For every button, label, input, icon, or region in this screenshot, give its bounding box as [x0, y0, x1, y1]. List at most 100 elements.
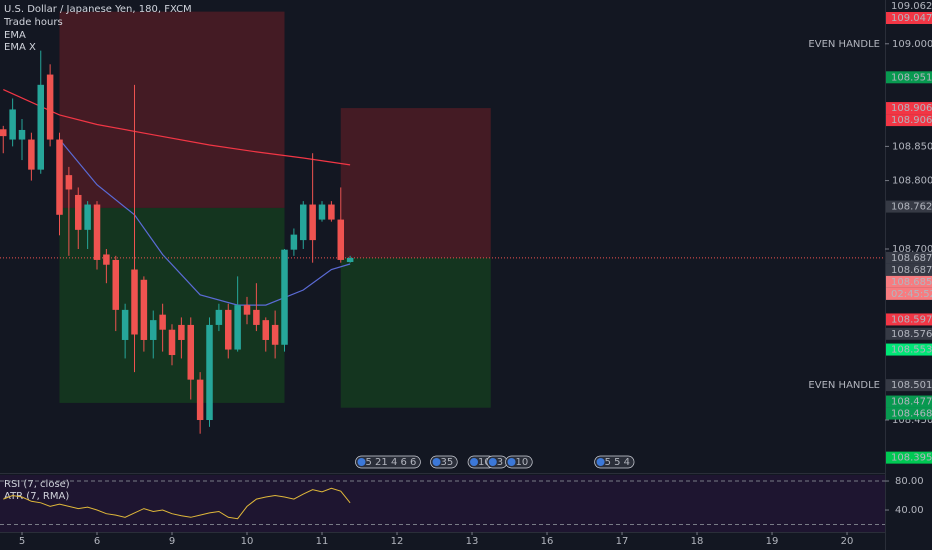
event-label: 35 [441, 457, 454, 468]
event-label: 5 21 4 6 6 [366, 457, 417, 468]
candle-body [0, 129, 7, 137]
candle-body [112, 259, 120, 310]
price-tag-label: 108.468 [891, 409, 932, 420]
candle-body [271, 324, 279, 345]
price-tag-label: 109.047 [891, 13, 932, 24]
candle-body [234, 305, 241, 350]
price-tag-label: 108.762 [891, 202, 932, 213]
legend-entry: EMA X [4, 42, 36, 53]
event-marker: 10 [505, 455, 533, 469]
price-tag-label: 108.576 [891, 329, 932, 340]
candle-body [290, 234, 298, 250]
candle-body [46, 74, 54, 140]
position-zone [59, 11, 285, 208]
candle-body [93, 204, 101, 260]
candle-body [206, 324, 213, 421]
price-tag-label: 108.501 [891, 380, 932, 391]
rsi-tick-label: 40.00 [895, 505, 924, 516]
price-tag-label: 108.687 [891, 265, 932, 276]
x-tick-label: 12 [391, 536, 404, 547]
y-tick-label: 109.000 [892, 39, 932, 50]
plot-layer [0, 11, 885, 434]
x-tick-label: 20 [841, 536, 854, 547]
candle-body [28, 139, 35, 170]
candle-body [84, 204, 91, 230]
candle-body [346, 257, 354, 262]
x-tick-label: 10 [241, 536, 254, 547]
price-tag-label: 108.395 [891, 453, 932, 464]
candle-body [328, 204, 335, 220]
price-tag [886, 263, 932, 276]
y-tick-label: 108.850 [892, 141, 932, 152]
price-tag [886, 379, 932, 392]
price-tag [886, 251, 932, 264]
event-badge [355, 455, 421, 469]
chart-title: U.S. Dollar / Japanese Yen, 180, FXCM [4, 4, 192, 15]
x-tick-label: 9 [169, 536, 175, 547]
price-tag-label: 108.553 [891, 345, 932, 356]
candle-body [168, 329, 176, 356]
y-tick-label: 108.800 [892, 176, 932, 187]
position-zone [340, 257, 491, 408]
event-label: 3 [497, 457, 503, 468]
candle-body [9, 109, 16, 140]
event-label: 5 5 4 [605, 457, 630, 468]
price-tag [886, 343, 932, 356]
annotation: EVEN HANDLE [808, 39, 880, 50]
event-marker: 3 [486, 455, 508, 469]
candle-body [65, 175, 73, 190]
price-tag [886, 275, 932, 288]
candle-body [262, 320, 270, 340]
countdown: 02:45:52 [891, 289, 932, 300]
x-tick-label: 13 [466, 536, 479, 547]
event-marker: 5 21 4 6 6 [355, 455, 421, 469]
price-tag-label: 109.062 [891, 1, 932, 12]
rsi-line [3, 487, 351, 520]
candle-body [215, 309, 223, 325]
event-label: 10 [516, 457, 529, 468]
annotation: EVEN HANDLE [808, 380, 880, 391]
candle-body [300, 204, 307, 241]
event-flag [488, 458, 497, 466]
price-tag [886, 200, 932, 213]
price-tag-label: 108.951 [891, 72, 932, 83]
candle-body [159, 314, 166, 330]
legend-entry: EMA [4, 30, 26, 41]
event-flag [470, 458, 479, 466]
price-tag-label: 108.906 [891, 103, 932, 114]
x-tick-label: 18 [691, 536, 704, 547]
atr-label: ATR (7, RMA) [4, 491, 69, 502]
price-tag [886, 71, 932, 84]
price-tag [886, 327, 932, 340]
candle-body [150, 320, 157, 340]
x-tick-label: 6 [94, 536, 100, 547]
candle-body [253, 309, 260, 325]
event-flag [357, 458, 366, 466]
x-tick-label: 17 [616, 536, 629, 547]
event-label: 10 [478, 457, 491, 468]
price-tag-label: 108.477 [891, 397, 932, 408]
event-flag [596, 458, 605, 466]
candle-body [37, 84, 45, 170]
price-tag [886, 12, 932, 24]
candle-body [75, 194, 82, 230]
candle-body [196, 379, 204, 421]
ema-line [59, 139, 351, 306]
price-tag [886, 0, 932, 12]
price-tag [886, 114, 932, 127]
candle-body [56, 139, 63, 215]
price-tag [886, 451, 932, 464]
price-tag-label: 108.906 [891, 115, 932, 126]
candle-body [140, 279, 148, 340]
price-tag [886, 407, 932, 420]
event-flag [507, 458, 516, 466]
event-marker: 5 5 4 [594, 455, 635, 469]
price-tag-label: 108.597 [891, 314, 932, 325]
candle-body [103, 254, 110, 265]
candle-body [121, 309, 129, 340]
price-tag [886, 102, 932, 115]
candle-body [318, 204, 326, 220]
candle-body [309, 204, 316, 241]
candle-body [18, 129, 26, 140]
